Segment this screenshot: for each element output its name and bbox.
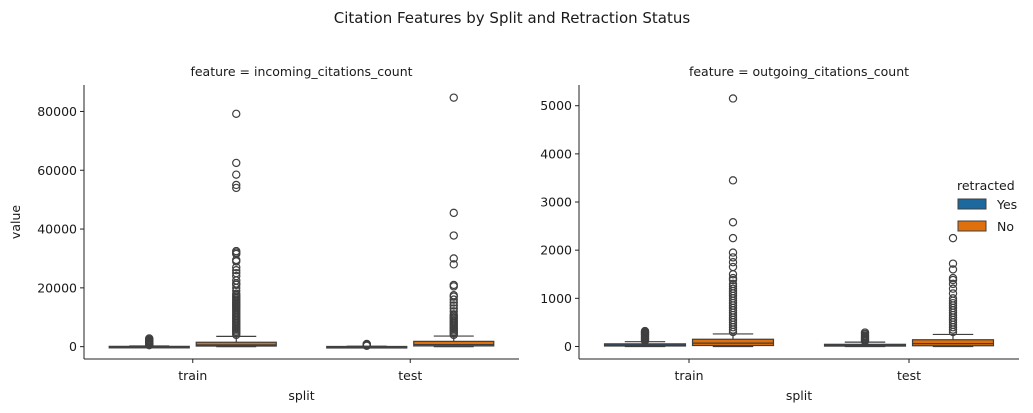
panel-title: feature = outgoing_citations_count [689, 64, 909, 79]
outlier-point [728, 176, 738, 185]
outlier-point [948, 325, 958, 334]
outlier-point [640, 336, 650, 345]
outlier-point [232, 280, 241, 290]
y-tick-label: 80000 [37, 104, 77, 119]
facet-panels: feature = incoming_citations_count020000… [8, 64, 1019, 403]
outlier-point [232, 158, 241, 168]
y-tick-label: 5000 [540, 98, 572, 113]
outlier-point [232, 109, 241, 119]
outlier-point [728, 248, 738, 257]
legend-label-yes: Yes [996, 197, 1017, 212]
outlier-point [948, 259, 958, 268]
facet-panel-2: feature = outgoing_citations_count 0 1000 2… [540, 64, 1019, 403]
x-axis-label: split [786, 388, 812, 403]
outlier-point [948, 279, 958, 289]
y-tick-label: 0 [564, 339, 572, 354]
y-tick-label: 2000 [540, 243, 572, 258]
legend-label-no: No [997, 219, 1014, 234]
outlier-point [232, 180, 241, 190]
box-yes-test [326, 339, 408, 350]
y-tick-label: 3000 [540, 195, 572, 210]
outlier-point [232, 263, 241, 272]
outlier-point [232, 266, 241, 275]
legend-swatch-yes [957, 198, 987, 210]
outlier-point [948, 233, 958, 243]
x-axis-label: split [288, 388, 314, 403]
figure-title: Citation Features by Split and Retractio… [334, 9, 691, 27]
box-no-train [691, 94, 775, 348]
outlier-point [232, 257, 241, 266]
box-no-test [911, 233, 995, 348]
box-body [413, 340, 495, 347]
y-tick-label: 4000 [540, 146, 572, 161]
y-tick-label: 60000 [37, 163, 77, 178]
box-yes-train [108, 334, 190, 350]
box-body [911, 339, 995, 347]
outlier-point [449, 254, 458, 263]
panel-title: feature = incoming_citations_count [190, 64, 412, 79]
outlier-point [728, 253, 738, 262]
box-yes-train [603, 326, 687, 348]
box-body [691, 338, 775, 347]
outlier-point [449, 93, 458, 102]
facet-panel-1: feature = incoming_citations_count 0 20000… [8, 64, 519, 403]
outlier-point [948, 323, 958, 332]
outlier-point [728, 270, 738, 279]
outlier-point [449, 295, 458, 304]
box-no-train [195, 109, 277, 348]
outlier-point [728, 262, 738, 272]
outlier-point [728, 323, 738, 332]
y-tick-label: 0 [69, 339, 77, 354]
outlier-point [860, 336, 870, 346]
outlier-point [728, 233, 738, 243]
outlier-point [728, 94, 738, 103]
x-tick-label: train [674, 368, 703, 383]
outlier-point [362, 341, 371, 350]
outlier-point [232, 330, 241, 340]
outlier-point [449, 298, 458, 307]
outlier-point [449, 330, 458, 340]
box-body [195, 341, 277, 347]
outlier-point [232, 170, 241, 179]
outlier-point [728, 258, 738, 267]
outlier-point [449, 231, 458, 240]
box-yes-test [823, 328, 907, 348]
outlier-point [232, 183, 241, 193]
outlier-point [449, 260, 458, 269]
y-tick-label: 40000 [37, 222, 77, 237]
outlier-point [728, 218, 738, 227]
outlier-point [728, 327, 738, 337]
outlier-point [449, 292, 458, 301]
outlier-point [948, 265, 958, 274]
outlier-point [728, 275, 738, 285]
outlier-point [145, 340, 154, 350]
y-tick-label: 20000 [37, 280, 77, 295]
outlier-point [449, 208, 458, 218]
outlier-point [948, 284, 958, 293]
y-axis-label: value [8, 205, 23, 239]
x-tick-label: train [178, 368, 207, 383]
legend-swatch-no [957, 220, 987, 232]
outlier-point [728, 325, 738, 334]
outlier-point [449, 301, 458, 310]
legend: retracted Yes No [957, 178, 1017, 234]
y-tick-label: 1000 [540, 291, 572, 306]
x-tick-label: test [897, 368, 921, 383]
outlier-point [449, 282, 458, 291]
outlier-point [948, 327, 958, 337]
outlier-point [948, 275, 958, 285]
legend-title: retracted [957, 178, 1015, 193]
x-tick-label: test [398, 368, 422, 383]
box-no-test [413, 93, 495, 348]
